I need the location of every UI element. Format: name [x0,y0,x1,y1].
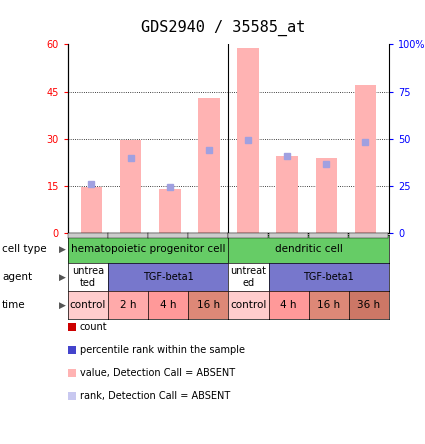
Bar [198,98,220,233]
Text: count: count [80,322,108,332]
Text: TGF-beta1: TGF-beta1 [303,272,354,282]
Text: rank, Detection Call = ABSENT: rank, Detection Call = ABSENT [80,392,230,401]
Bar [315,158,337,233]
Text: dendritic cell: dendritic cell [275,244,343,254]
Text: GDS2940 / 35585_at: GDS2940 / 35585_at [141,20,305,36]
Text: untreat
ed: untreat ed [230,266,266,288]
Bar [276,156,298,233]
Text: 4 h: 4 h [160,300,176,310]
Text: 16 h: 16 h [197,300,220,310]
Text: control: control [70,300,106,310]
Text: control: control [230,300,266,310]
Text: ▶: ▶ [60,245,66,254]
Text: percentile rank within the sample: percentile rank within the sample [80,345,245,355]
Text: time: time [2,300,26,310]
Bar [81,187,102,233]
Bar [120,140,142,233]
Text: TGF-beta1: TGF-beta1 [143,272,194,282]
Text: ▶: ▶ [60,273,66,282]
Bar [159,189,181,233]
Bar [237,48,259,233]
Text: ▶: ▶ [60,301,66,310]
Text: untrea
ted: untrea ted [72,266,104,288]
Text: hematopoietic progenitor cell: hematopoietic progenitor cell [71,244,226,254]
Text: 16 h: 16 h [317,300,340,310]
Text: 2 h: 2 h [120,300,136,310]
Text: 36 h: 36 h [357,300,380,310]
Bar [354,85,376,233]
Text: value, Detection Call = ABSENT: value, Detection Call = ABSENT [80,369,235,378]
Text: agent: agent [2,272,32,282]
Text: 4 h: 4 h [280,300,297,310]
Text: cell type: cell type [2,244,47,254]
